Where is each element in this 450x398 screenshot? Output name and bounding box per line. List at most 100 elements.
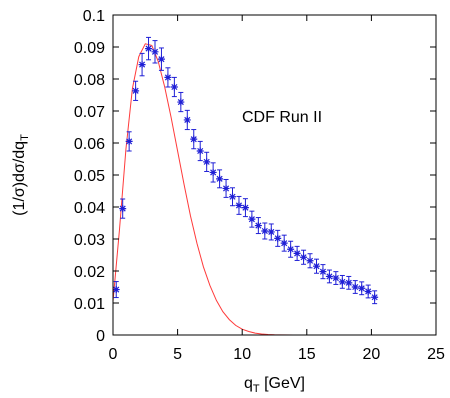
data-points-layer [112,36,379,305]
asterisk-marker [358,284,366,292]
asterisk-marker [164,73,172,81]
data-point [203,151,211,172]
data-point [216,169,224,189]
data-point [196,140,204,162]
asterisk-marker [138,61,146,69]
data-point [157,47,165,71]
asterisk-marker [254,222,262,230]
data-point [280,234,288,252]
asterisk-marker [222,184,230,192]
data-point [222,178,230,198]
x-axis-title-sub: T [253,383,260,395]
y-tick-label: 0.01 [74,296,105,313]
asterisk-marker [157,55,165,63]
y-axis-title: (1/σ)dσ/dqT [11,134,31,216]
asterisk-marker [235,201,243,209]
data-point [177,91,185,113]
data-point [371,290,379,305]
data-point [125,131,133,152]
asterisk-marker [125,137,133,145]
x-tick-label: 5 [173,346,182,363]
y-tick-label: 0.06 [74,136,105,153]
asterisk-marker [112,286,120,294]
data-point [274,229,282,247]
asterisk-marker [274,234,282,242]
data-point [338,274,346,289]
y-tick-label: 0.03 [74,232,105,249]
ticks-layer: 0 5 10 15 20 25 0 0.01 0.02 0.03 0.04 0.05 0.06 0.07 0… [74,8,445,363]
y-axis-title-main: (1/σ)dσ/dq [11,141,28,216]
asterisk-marker [170,83,178,91]
data-point [306,253,314,269]
asterisk-marker [351,283,359,291]
data-point [241,198,249,218]
y-tick-label: 0.07 [74,104,105,121]
data-point [345,275,353,290]
data-point [190,129,198,150]
data-point [319,264,327,280]
data-point [351,280,359,294]
y-tick-label: 0.08 [74,72,105,89]
x-tick-label: 20 [363,346,381,363]
x-axis-title-tail: [GeV] [260,375,305,392]
y-tick-label: 0 [96,328,105,345]
asterisk-marker [183,116,191,124]
y-tick-label: 0.04 [74,200,105,217]
fit-curve-layer [112,43,436,336]
asterisk-marker [248,215,256,223]
data-point [267,223,275,241]
x-tick-label: 15 [298,346,316,363]
data-point [300,249,308,265]
x-tick-label: 0 [109,346,118,363]
x-axis-title: qT [GeV] [244,375,305,395]
data-point [248,210,256,228]
y-tick-label: 0.09 [74,40,105,57]
asterisk-marker [280,239,288,247]
fit-curve [112,43,436,336]
asterisk-marker [267,228,275,236]
data-point [170,76,178,98]
data-point [312,258,320,274]
y-tick-label: 0.1 [83,8,105,25]
asterisk-marker [300,253,308,261]
data-point [119,198,127,219]
data-point [145,36,153,61]
asterisk-marker [196,147,204,155]
asterisk-marker [119,205,127,213]
asterisk-marker [371,293,379,301]
y-tick-label: 0.05 [74,168,105,185]
asterisk-marker [325,272,333,280]
data-point [364,284,372,299]
x-tick-label: 25 [427,346,445,363]
data-point [164,67,172,88]
asterisk-marker [132,87,140,95]
asterisk-marker [312,262,320,270]
asterisk-marker [338,278,346,286]
data-point [287,240,295,258]
asterisk-marker [151,48,159,56]
data-point [235,195,243,215]
asterisk-marker [209,168,217,176]
asterisk-marker [216,175,224,183]
data-point [229,187,237,207]
asterisk-marker [145,45,153,53]
data-point [254,217,262,235]
asterisk-marker [364,287,372,295]
data-point [209,162,217,183]
asterisk-marker [293,249,301,257]
data-point [138,52,146,77]
asterisk-marker [319,268,327,276]
data-point [261,222,269,240]
x-tick-label: 10 [233,346,251,363]
data-point [325,269,333,284]
asterisk-marker [229,193,237,201]
asterisk-marker [203,158,211,166]
data-point [293,245,301,261]
asterisk-marker [306,257,314,265]
y-axis-title-sub: T [19,134,31,141]
asterisk-marker [332,274,340,282]
asterisk-marker [345,279,353,287]
asterisk-marker [261,227,269,235]
data-point [358,281,366,296]
